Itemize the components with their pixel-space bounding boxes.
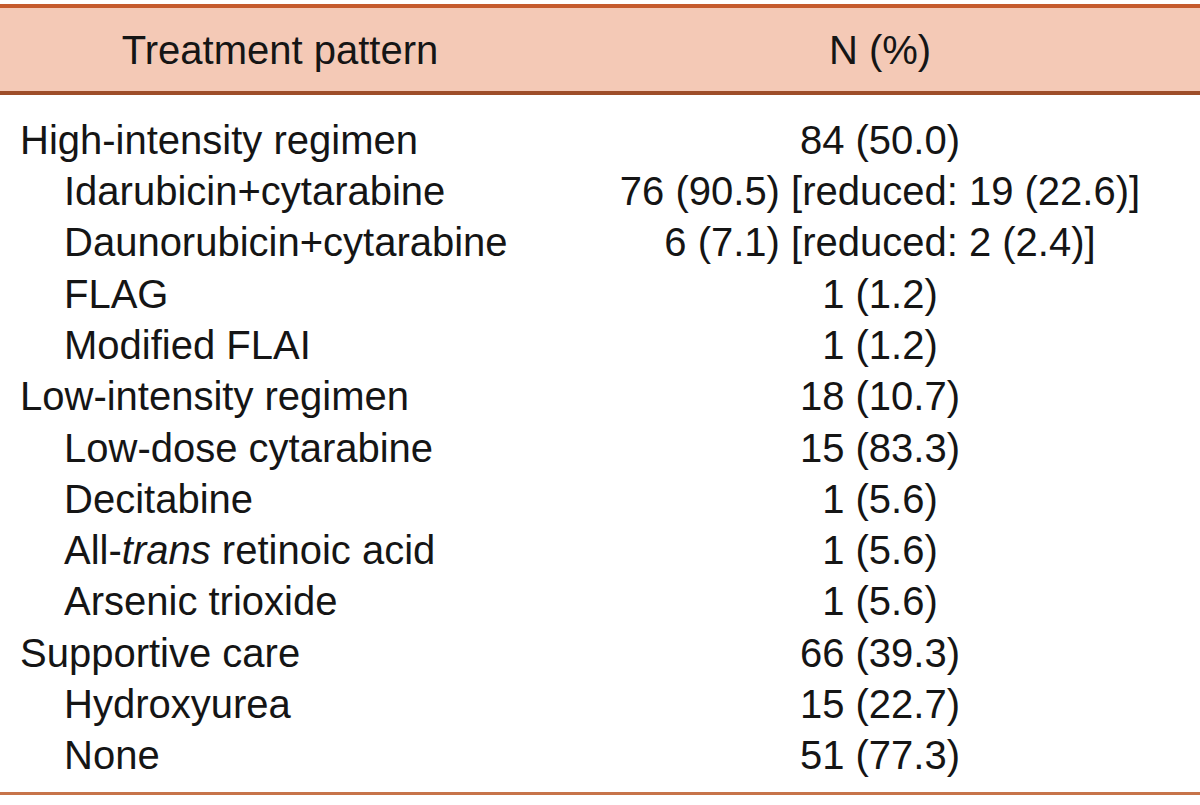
header-treatment-pattern: Treatment pattern: [0, 8, 560, 91]
table-row: Decitabine1 (5.6): [0, 473, 1200, 524]
row-value: 76 (90.5) [reduced: 19 (22.6)]: [560, 171, 1200, 211]
table-row: FLAG1 (1.2): [0, 268, 1200, 319]
table-row: Hydroxyurea15 (22.7): [0, 678, 1200, 729]
row-value: 1 (1.2): [560, 274, 1200, 314]
row-label: None: [0, 735, 560, 775]
row-label: High-intensity regimen: [0, 120, 560, 160]
table-header-row: Treatment pattern N (%): [0, 8, 1200, 91]
table-row: High-intensity regimen84 (50.0): [0, 114, 1200, 165]
table-header-rule: [0, 91, 1200, 95]
row-value: 1 (5.6): [560, 479, 1200, 519]
row-label: Low-intensity regimen: [0, 376, 560, 416]
row-value: 15 (83.3): [560, 428, 1200, 468]
table-row: All-trans retinoic acid1 (5.6): [0, 525, 1200, 576]
table-bottom-rule: [0, 792, 1200, 795]
row-label: Idarubicin+cytarabine: [0, 171, 560, 211]
table-row: Low-dose cytarabine15 (83.3): [0, 422, 1200, 473]
table-row: Supportive care66 (39.3): [0, 627, 1200, 678]
row-value: 15 (22.7): [560, 684, 1200, 724]
table-body: High-intensity regimen84 (50.0)Idarubici…: [0, 114, 1200, 781]
row-label: All-trans retinoic acid: [0, 530, 560, 570]
row-label: Decitabine: [0, 479, 560, 519]
table-row: Arsenic trioxide1 (5.6): [0, 576, 1200, 627]
row-label: Modified FLAI: [0, 325, 560, 365]
row-label: Hydroxyurea: [0, 684, 560, 724]
table-row: None51 (77.3): [0, 730, 1200, 781]
row-value: 1 (1.2): [560, 325, 1200, 365]
table-row: Modified FLAI1 (1.2): [0, 319, 1200, 370]
row-label: FLAG: [0, 274, 560, 314]
row-label: Daunorubicin+cytarabine: [0, 222, 560, 262]
row-value: 6 (7.1) [reduced: 2 (2.4)]: [560, 222, 1200, 262]
row-value: 84 (50.0): [560, 120, 1200, 160]
row-label: Supportive care: [0, 633, 560, 673]
table-row: Low-intensity regimen18 (10.7): [0, 371, 1200, 422]
row-label: Low-dose cytarabine: [0, 428, 560, 468]
header-n-percent: N (%): [560, 8, 1200, 91]
row-value: 1 (5.6): [560, 581, 1200, 621]
table-row: Idarubicin+cytarabine76 (90.5) [reduced:…: [0, 165, 1200, 216]
row-value: 66 (39.3): [560, 633, 1200, 673]
table-row: Daunorubicin+cytarabine6 (7.1) [reduced:…: [0, 217, 1200, 268]
treatment-pattern-table: Treatment pattern N (%) High-intensity r…: [0, 0, 1200, 805]
row-label: Arsenic trioxide: [0, 581, 560, 621]
row-value: 18 (10.7): [560, 376, 1200, 416]
row-value: 1 (5.6): [560, 530, 1200, 570]
row-value: 51 (77.3): [560, 735, 1200, 775]
